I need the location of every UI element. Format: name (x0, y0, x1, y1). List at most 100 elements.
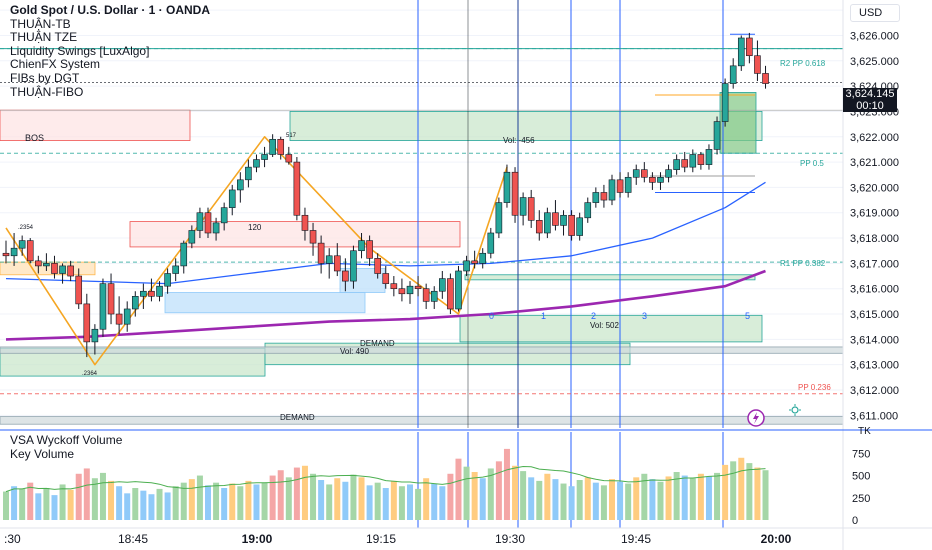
demand-strip (0, 416, 844, 425)
volume-bar (172, 486, 179, 520)
candle-body (673, 159, 680, 170)
volume-bar (350, 474, 357, 520)
volume-indicator-subtitle[interactable]: Key Volume (10, 446, 75, 461)
supply-zone (289, 111, 763, 141)
volume-bar (205, 485, 211, 520)
volume-bar (374, 482, 381, 520)
x-tick-label: :30 (4, 532, 21, 546)
candle (35, 255, 42, 274)
candle-body (358, 240, 365, 252)
candle (762, 65, 769, 89)
volume-bar (285, 477, 292, 520)
candle-body (511, 171, 519, 216)
sun-moon-icon[interactable] (789, 404, 812, 416)
fib-count-5: 5 (745, 311, 750, 321)
candle (245, 159, 252, 188)
volume-bar (213, 482, 220, 520)
candle (616, 172, 624, 198)
candle-body (479, 252, 487, 264)
volume-bar (140, 490, 147, 520)
candle (632, 164, 640, 185)
candle-body (237, 179, 244, 191)
volume-bar (11, 486, 18, 520)
indicator-3[interactable]: Liquidity Swings [LuxAlgo] (10, 43, 150, 58)
candle (471, 250, 478, 269)
candle-body (519, 197, 527, 216)
volume-bar (665, 476, 672, 520)
candle-body (164, 273, 171, 287)
volume-bar (35, 493, 42, 520)
candle (495, 197, 503, 239)
candle-body (301, 214, 309, 231)
candle (398, 278, 406, 302)
candle (172, 258, 179, 282)
bos-label: BOS (25, 133, 44, 143)
candle-body (544, 212, 551, 234)
candle-body (697, 154, 705, 165)
candle-body (560, 214, 567, 226)
candle (568, 210, 575, 241)
pivot-pp05-label: PP 0.5 (800, 159, 824, 168)
candle (67, 260, 74, 282)
y-tick-label: 3,621.000 (850, 157, 899, 169)
candle-body (156, 285, 163, 297)
fib-count-3: 3 (642, 311, 647, 321)
volume-bar (520, 471, 527, 520)
currency-button[interactable]: USD (850, 4, 900, 22)
candle-body (576, 217, 583, 236)
candle-body (737, 37, 745, 67)
indicator-5[interactable]: FIBs by DGT (10, 70, 80, 85)
symbol-title[interactable]: Gold Spot / U.S. Dollar · 1 · OANDA (10, 3, 211, 17)
candle (115, 296, 123, 335)
indicator-6[interactable]: THUẬN-FIBO (10, 84, 84, 99)
indicator-4[interactable]: ChienFX System (10, 57, 101, 72)
vol-zone (264, 342, 631, 366)
candle (608, 174, 616, 206)
volume-bar (722, 464, 729, 520)
candle (196, 207, 204, 239)
lightning-icon[interactable] (747, 409, 765, 427)
volume-bar (487, 468, 494, 520)
y-tick-label: 3,619.000 (850, 208, 899, 220)
volume-bar (261, 482, 268, 520)
pivot-levels (0, 33, 843, 395)
candle-body (584, 202, 592, 219)
volume-bar (83, 468, 90, 520)
candle (487, 227, 495, 259)
candle-body (140, 290, 147, 297)
volume-bar (528, 477, 535, 520)
candle-body (10, 247, 18, 257)
candle-body (705, 149, 713, 165)
indicator-2[interactable]: THUẬN TZE (10, 30, 78, 45)
candle-body (527, 197, 535, 221)
candle (592, 187, 600, 208)
volume-indicator-title[interactable]: VSA Wyckoff Volume (10, 433, 123, 447)
candle (713, 116, 721, 155)
volume-bar (310, 473, 317, 520)
candle-body (26, 240, 34, 262)
last-price-countdown: 00:10 (856, 100, 884, 112)
candle (261, 146, 268, 168)
candle-body (649, 176, 656, 183)
candle (75, 268, 83, 309)
volume-tick-label: 250 (852, 493, 870, 505)
candle-body (172, 265, 179, 274)
demand-label-1: DEMAND (360, 339, 395, 348)
candle-body (535, 220, 543, 234)
volume-bar (27, 482, 34, 520)
candle (729, 58, 737, 89)
candle (665, 164, 672, 183)
volume-bar (124, 493, 131, 520)
indicator-1[interactable]: THUẬN-TB (10, 16, 71, 31)
candle (107, 273, 115, 325)
candle-body (204, 212, 212, 234)
candle-body (681, 159, 689, 168)
swing-left-label: .2354 (18, 225, 34, 231)
candle (140, 283, 147, 309)
candle-body (398, 288, 406, 295)
candle-body (309, 230, 317, 244)
volume-tick-label: 500 (852, 471, 870, 483)
volume-bar (584, 477, 591, 520)
volume-tick-label: 0 (852, 515, 858, 527)
